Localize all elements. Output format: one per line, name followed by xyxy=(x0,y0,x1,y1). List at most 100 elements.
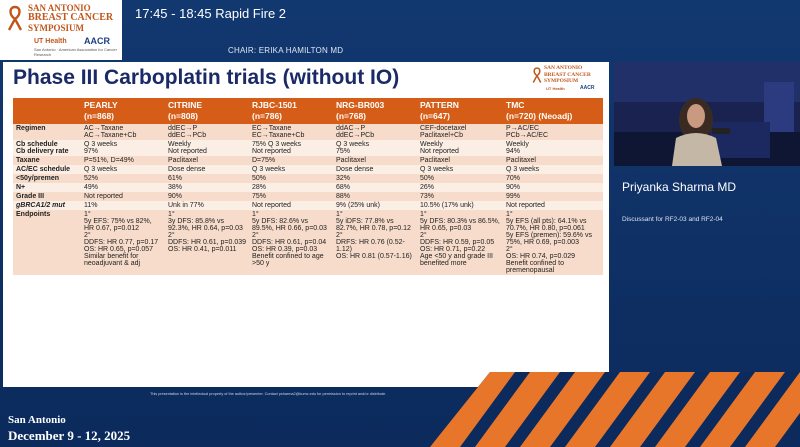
column-header: RJBC-1501 (n=786) xyxy=(249,98,333,124)
aacr-label: AACR xyxy=(84,36,110,46)
row-label: Cb schedule Cb delivery rate xyxy=(13,140,81,156)
column-header: PATTERN (n=647) xyxy=(417,98,503,124)
table-cell: Q 3 weeks 75% xyxy=(333,140,417,156)
table-row: gBRCA1/2 mut 11% Unk in 77% Not reported 9% … xyxy=(13,201,603,210)
slide-logo-org2: AACR xyxy=(580,85,595,91)
table-cell: Q 3 weeks xyxy=(81,165,165,174)
table-cell: 70% xyxy=(503,174,603,183)
row-label: Grade III xyxy=(13,192,81,201)
row-label: Taxane xyxy=(13,156,81,165)
table-cell: P→AC/EC PCb→AC/EC xyxy=(503,124,603,140)
table-cell: ddEC→P ddEC→PCb xyxy=(165,124,249,140)
row-label: AC/EC schedule xyxy=(13,165,81,174)
speaker-video xyxy=(614,62,800,166)
speaker-video-frame xyxy=(614,62,800,166)
table-row: Taxane P=51%, D=49% Paclitaxel D=75% Paclita… xyxy=(13,156,603,165)
table-cell: 50% xyxy=(249,174,333,183)
slide-sabcs-logo: SAN ANTONIO BREAST CANCER SYMPOSIUM UT H… xyxy=(530,65,606,95)
slide-logo-line1: SAN ANTONIO xyxy=(544,65,583,71)
table-cell: 50% xyxy=(417,174,503,183)
table-cell: 52% xyxy=(81,174,165,183)
table-cell: 90% xyxy=(503,183,603,192)
table-row: Cb schedule Cb delivery rate Q 3 weeks 97… xyxy=(13,140,603,156)
column-header: CITRINE (n=808) xyxy=(165,98,249,124)
table-cell: D=75% xyxy=(249,156,333,165)
table-cell: 11% xyxy=(81,201,165,210)
table-cell: 9% (25% unk) xyxy=(333,201,417,210)
table-cell: 88% xyxy=(333,192,417,201)
table-cell: 75% Q 3 weeks Not reported xyxy=(249,140,333,156)
slide-logo-org1: UT Health xyxy=(546,86,565,91)
column-header: TMC (n=720) (Neoadj) xyxy=(503,98,603,124)
table-cell: 61% xyxy=(165,174,249,183)
table-cell: 1° 3y DFS: 85.8% vs 92.3%, HR 0.64, p=0.… xyxy=(165,210,249,275)
table-cell: 1° 5y EFS (all pts): 64.1% vs 70.7%, HR … xyxy=(503,210,603,275)
speaker-name: Priyanka Sharma MD xyxy=(622,180,737,194)
slide-logo-line2: BREAST CANCER xyxy=(544,72,591,78)
row-label: <50y/premen xyxy=(13,174,81,183)
table-cell: Paclitaxel xyxy=(165,156,249,165)
table-cell: Dose dense xyxy=(333,165,417,174)
ribbon-icon xyxy=(7,5,23,31)
row-label: Endpoints xyxy=(13,210,81,275)
table-cell: Dose dense xyxy=(165,165,249,174)
table-row: <50y/premen 52% 61% 50% 32% 50% 70% xyxy=(13,174,603,183)
table-cell: 1° 5y DFS: 80.3% vs 86.5%, HR 0.65, p=0.… xyxy=(417,210,503,275)
table-cell: 32% xyxy=(333,174,417,183)
table-cell: 90% xyxy=(165,192,249,201)
logo-line2: BREAST CANCER xyxy=(28,12,114,23)
table-cell: Q 3 weeks xyxy=(503,165,603,174)
table-cell: 68% xyxy=(333,183,417,192)
presentation-slide: Phase III Carboplatin trials (without IO… xyxy=(3,62,609,387)
table-cell: 99% xyxy=(503,192,603,201)
table-header-row: PEARLY (n=868) CITRINE (n=808) RJBC-1501 (n… xyxy=(13,98,603,124)
column-header: PEARLY (n=868) xyxy=(81,98,165,124)
table-cell: Q 3 weeks xyxy=(249,165,333,174)
table-cell: Not reported xyxy=(503,201,603,210)
table-cell: Weekly Not reported xyxy=(417,140,503,156)
logo-fine-print: San Antonio · American Association for C… xyxy=(34,47,117,57)
table-cell: ddAC→P ddEC→PCb xyxy=(333,124,417,140)
table-cell: Q 3 weeks 97% xyxy=(81,140,165,156)
event-city: San Antonio xyxy=(8,414,66,426)
table-row: Endpoints 1° 5y EFS: 75% vs 82%, HR 0.67,… xyxy=(13,210,603,275)
header-blank xyxy=(13,98,81,124)
table-row: Grade III Not reported 90% 75% 88% 73% 99% xyxy=(13,192,603,201)
table-cell: 73% xyxy=(417,192,503,201)
trials-table: PEARLY (n=868) CITRINE (n=808) RJBC-1501 (n… xyxy=(13,98,603,275)
table-cell: Weekly 94% xyxy=(503,140,603,156)
table-cell: 26% xyxy=(417,183,503,192)
disclaimer: This presentation is the intellectual pr… xyxy=(150,392,387,396)
sabcs-logo: SAN ANTONIO BREAST CANCER SYMPOSIUM UT H… xyxy=(0,0,122,60)
table-cell: CEF-docetaxel Paclitaxel+Cb xyxy=(417,124,503,140)
table-cell: Paclitaxel xyxy=(417,156,503,165)
table-cell: Not reported xyxy=(249,201,333,210)
logo-line1: SAN ANTONIO xyxy=(28,3,91,13)
decorative-stripes xyxy=(430,372,800,447)
table-row: Regimen AC→Taxane AC→Taxane+Cb ddEC→P ddEC… xyxy=(13,124,603,140)
table-cell: 1° 5y DFS: 82.6% vs 89.5%, HR 0.66, p=0.… xyxy=(249,210,333,275)
logo-line3: SYMPOSIUM xyxy=(28,23,84,33)
slide-title: Phase III Carboplatin trials (without IO… xyxy=(13,66,400,89)
ut-health-label: UT Health xyxy=(34,38,67,45)
table-row: N+ 49% 38% 28% 68% 26% 90% xyxy=(13,183,603,192)
table-cell: Unk in 77% xyxy=(165,201,249,210)
speaker-role: Discussant for RF2-03 and RF2-04 xyxy=(622,216,723,223)
row-label: N+ xyxy=(13,183,81,192)
table-cell: 38% xyxy=(165,183,249,192)
row-label: Regimen xyxy=(13,124,81,140)
table-cell: 49% xyxy=(81,183,165,192)
table-row: AC/EC schedule Q 3 weeks Dose dense Q 3 wee… xyxy=(13,165,603,174)
session-chair: CHAIR: ERIKA HAMILTON MD xyxy=(228,46,344,55)
slide-logo-line3: SYMPOSIUM xyxy=(544,78,579,84)
table-cell: AC→Taxane AC→Taxane+Cb xyxy=(81,124,165,140)
ribbon-icon xyxy=(532,67,542,83)
table-cell: 10.5% (17% unk) xyxy=(417,201,503,210)
table-cell: Not reported xyxy=(81,192,165,201)
event-dates: December 9 - 12, 2025 xyxy=(8,428,131,443)
table-cell: EC→Taxane EC→Taxane+Cb xyxy=(249,124,333,140)
table-cell: 1° 5y EFS: 75% vs 82%, HR 0.67, p=0.012 … xyxy=(81,210,165,275)
table-cell: Paclitaxel xyxy=(333,156,417,165)
table-cell: Q 3 weeks xyxy=(417,165,503,174)
